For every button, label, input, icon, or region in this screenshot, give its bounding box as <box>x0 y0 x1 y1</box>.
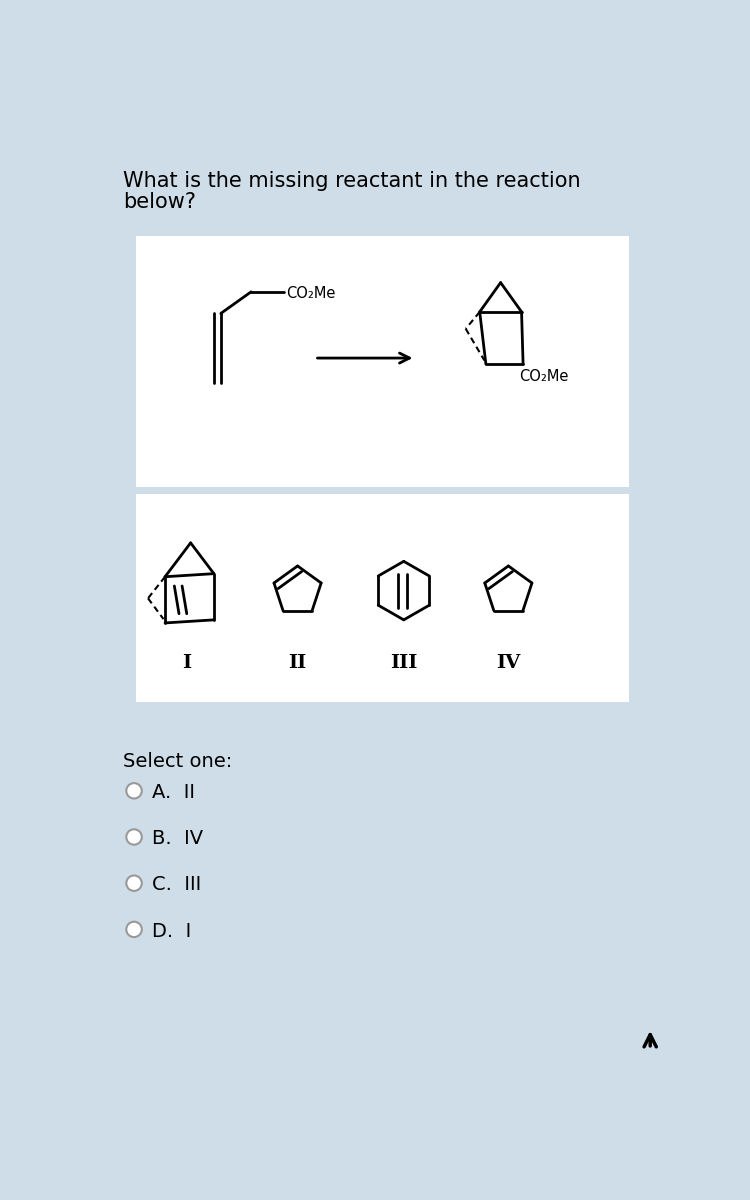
FancyBboxPatch shape <box>136 236 628 487</box>
Text: What is the missing reactant in the reaction: What is the missing reactant in the reac… <box>123 170 580 191</box>
Text: I: I <box>182 654 191 672</box>
Circle shape <box>126 829 142 845</box>
Circle shape <box>126 876 142 890</box>
FancyBboxPatch shape <box>136 494 628 702</box>
Text: A.  II: A. II <box>152 784 195 802</box>
Text: IV: IV <box>496 654 520 672</box>
Text: CO₂Me: CO₂Me <box>519 368 568 384</box>
Text: II: II <box>289 654 307 672</box>
Text: below?: below? <box>123 192 196 211</box>
Text: C.  III: C. III <box>152 876 201 894</box>
Text: D.  I: D. I <box>152 922 191 941</box>
Circle shape <box>126 784 142 798</box>
Text: CO₂Me: CO₂Me <box>286 286 335 301</box>
Text: III: III <box>390 654 418 672</box>
Text: Select one:: Select one: <box>123 752 232 772</box>
Text: B.  IV: B. IV <box>152 829 203 848</box>
Circle shape <box>126 922 142 937</box>
